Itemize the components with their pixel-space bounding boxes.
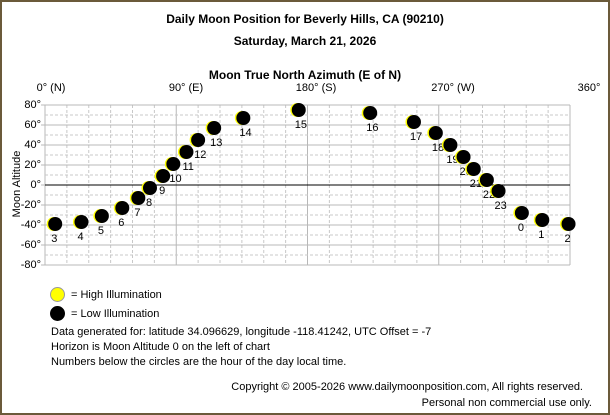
moon-point-4: 4 (72, 215, 89, 243)
moon-point-17: 17 (405, 115, 422, 143)
info-horizon: Horizon is Moon Altitude 0 on the left o… (51, 341, 270, 353)
svg-text:0: 0 (518, 222, 524, 234)
y-tick: -40° (20, 219, 41, 231)
moon-point-2: 2 (560, 217, 576, 245)
info-location: Data generated for: latitude 34.096629, … (51, 326, 432, 338)
x-tick-90: 90° (E) (168, 82, 204, 94)
svg-text:7: 7 (134, 207, 140, 219)
y-tick: 60° (24, 119, 41, 131)
moon-point-23: 23 (490, 184, 507, 212)
legend-high: = High Illumination (50, 287, 162, 302)
x-tick-360: 360° (577, 82, 601, 94)
svg-text:16: 16 (366, 122, 378, 134)
low-illumination-icon (50, 306, 65, 321)
svg-text:4: 4 (77, 231, 83, 243)
svg-text:13: 13 (210, 137, 222, 149)
svg-text:3: 3 (51, 233, 57, 245)
moon-point-3: 3 (46, 217, 63, 245)
svg-text:8: 8 (146, 197, 152, 209)
y-tick: -60° (20, 239, 41, 251)
moon-point-1: 1 (533, 213, 550, 241)
svg-text:9: 9 (159, 185, 165, 197)
moon-point-8: 8 (141, 181, 157, 209)
svg-text:2: 2 (565, 233, 571, 245)
moon-point-21: 21 (465, 162, 482, 190)
usage-note: Personal non commercial use only. (421, 397, 592, 409)
chart-title: Daily Moon Position for Beverly Hills, C… (166, 12, 444, 26)
moon-point-12: 12 (189, 133, 206, 161)
copyright: Copyright © 2005-2026 www.dailymoonposit… (231, 381, 583, 393)
legend-low-label: = Low Illumination (71, 307, 160, 320)
svg-text:15: 15 (295, 119, 307, 131)
y-tick: 0° (30, 179, 41, 191)
moon-point-14: 14 (234, 111, 252, 139)
svg-text:17: 17 (410, 131, 422, 143)
svg-text:6: 6 (118, 217, 124, 229)
x-tick-180: 180° (S) (295, 82, 337, 94)
y-tick: 80° (24, 99, 41, 111)
moon-point-7: 7 (129, 191, 146, 219)
moon-point-18: 18 (427, 126, 444, 154)
svg-text:1: 1 (538, 229, 544, 241)
x-tick-0: 0° (N) (36, 82, 66, 94)
moon-point-13: 13 (205, 121, 222, 149)
y-tick: 40° (24, 139, 41, 151)
svg-text:18: 18 (432, 142, 444, 154)
legend-low: = Low Illumination (50, 306, 159, 321)
x-tick-270: 270° (W) (431, 82, 475, 94)
svg-text:5: 5 (98, 225, 104, 237)
legend-high-label: = High Illumination (71, 288, 162, 301)
svg-text:14: 14 (239, 127, 251, 139)
grid-lines (41, 104, 571, 266)
high-illumination-icon (50, 287, 65, 302)
info-hours: Numbers below the circles are the hour o… (51, 356, 347, 368)
chart-date: Saturday, March 21, 2026 (233, 34, 377, 48)
moon-point-6: 6 (113, 201, 130, 229)
moon-point-16: 16 (361, 106, 378, 134)
moon-point-19: 19 (441, 138, 459, 166)
svg-text:11: 11 (182, 161, 193, 173)
y-tick: 20° (24, 159, 41, 171)
x-axis-title: Moon True North Azimuth (E of N) (208, 68, 402, 82)
moon-point-5: 5 (93, 209, 109, 237)
moon-point-10: 10 (164, 157, 182, 185)
svg-text:10: 10 (169, 173, 181, 185)
y-tick: -20° (20, 199, 41, 211)
moon-point-0: 0 (513, 206, 529, 234)
svg-text:23: 23 (495, 200, 507, 212)
moon-point-11: 11 (177, 145, 194, 173)
moon-point-9: 9 (154, 169, 171, 197)
y-tick: -80° (20, 259, 41, 271)
moon-point-15: 15 (290, 103, 307, 131)
svg-text:12: 12 (194, 149, 206, 161)
